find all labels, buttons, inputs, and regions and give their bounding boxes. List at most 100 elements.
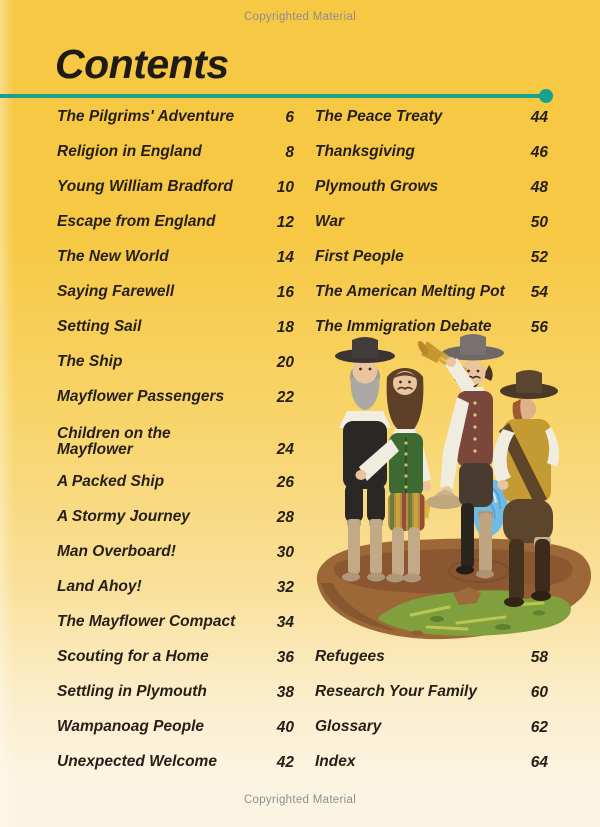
toc-entry: Children on the Mayflower 24	[57, 415, 294, 465]
toc-entry: The Peace Treaty 44	[315, 100, 548, 135]
toc-entry-title: Children on the Mayflower	[57, 424, 171, 459]
toc-entry-title: Man Overboard!	[57, 543, 176, 561]
toc-entry-title: Unexpected Welcome	[57, 753, 217, 771]
toc-entry: A Packed Ship 26	[57, 465, 294, 500]
toc-entry-title: Land Ahoy!	[57, 578, 142, 596]
toc-entry-page: 24	[276, 441, 294, 458]
toc-entry: The American Melting Pot 54	[315, 275, 548, 310]
toc-entry: Scouting for a Home 36	[57, 640, 294, 675]
toc-entry: Saying Farewell 16	[57, 275, 294, 310]
toc-entry-title: Mayflower Passengers	[57, 388, 225, 406]
copyright-notice-bottom: Copyrighted Material	[243, 794, 357, 806]
toc-entry: Research Your Family 60	[315, 675, 548, 710]
toc-entry: Escape from England 12	[57, 205, 294, 240]
toc-entry-title: The Ship	[57, 353, 123, 371]
toc-entry-page: 22	[276, 388, 294, 406]
toc-entry: Setting Sail 18	[57, 310, 294, 345]
toc-entry: Refugees 58	[315, 640, 548, 675]
toc-entry: The Mayflower Compact 34	[57, 605, 294, 640]
toc-entry: War 50	[315, 205, 548, 240]
toc-entry-title: The American Melting Pot	[315, 283, 505, 301]
toc-entry-page: 60	[530, 683, 548, 701]
toc-entry-title: Plymouth Grows	[315, 178, 439, 196]
illustration-container	[315, 334, 592, 640]
toc-entry-title: Religion in England	[57, 143, 202, 161]
toc-entry-page: 50	[530, 213, 548, 231]
toc-entry-page: 40	[276, 718, 294, 736]
toc-entry-page: 10	[276, 178, 294, 196]
toc-entry: Index 64	[315, 745, 548, 780]
toc-entry-page: 62	[530, 718, 548, 736]
toc-entry: Man Overboard! 30	[57, 535, 294, 570]
toc-entry: Glossary 62	[315, 710, 548, 745]
rule-end-dot	[539, 88, 553, 103]
pilgrim-green-vest	[355, 368, 431, 583]
toc-entry: First People 52	[315, 240, 548, 275]
divider-rule	[0, 88, 553, 103]
toc-entry-title: Thanksgiving	[315, 143, 415, 161]
toc-entry-page: 42	[276, 753, 294, 771]
toc-entry-title: Young William Bradford	[57, 178, 233, 196]
toc-entry-page: 64	[530, 753, 548, 771]
pilgrim-mustard-vest	[492, 370, 559, 607]
toc-entry-page: 48	[530, 178, 548, 196]
toc-entry-title: The Mayflower Compact	[57, 613, 236, 631]
toc-entry: Unexpected Welcome 42	[57, 745, 294, 780]
toc-entry: The Ship 20	[57, 345, 294, 380]
toc-entry: Young William Bradford 10	[57, 170, 294, 205]
pilgrim-black-doublet	[335, 337, 395, 582]
toc-entry-page: 56	[530, 318, 548, 336]
toc-entry-title: Refugees	[315, 648, 385, 666]
toc-entry-page: 28	[276, 508, 294, 526]
toc-entry: Wampanoag People 40	[57, 710, 294, 745]
toc-entry-page: 18	[276, 318, 294, 336]
toc-entry-page: 14	[276, 248, 294, 266]
pilgrims-illustration	[316, 334, 592, 640]
copyright-notice-top: Copyrighted Material	[243, 11, 357, 23]
toc-entry: Thanksgiving 46	[315, 135, 548, 170]
toc-entry-title: First People	[315, 248, 404, 266]
toc-entry-title: The Peace Treaty	[315, 108, 443, 126]
toc-entry: The Pilgrims' Adventure 6	[57, 100, 294, 135]
toc-entry: Land Ahoy! 32	[57, 570, 294, 605]
toc-entry-page: 30	[276, 543, 294, 561]
toc-entry-page: 52	[530, 248, 548, 266]
toc-entry-title: A Packed Ship	[57, 473, 165, 491]
toc-entry-title: The Immigration Debate	[315, 318, 492, 336]
toc-entry-title: The New World	[57, 248, 169, 266]
toc-entry-title: War	[315, 213, 345, 231]
toc-entry-title: Scouting for a Home	[57, 648, 209, 666]
toc-entry-page: 12	[276, 213, 294, 231]
toc-entry-page: 6	[285, 108, 294, 126]
toc-entry-page: 32	[276, 578, 294, 596]
toc-entry: Settling in Plymouth 38	[57, 675, 294, 710]
toc-entry-title: Index	[315, 753, 356, 771]
toc-entry-title: The Pilgrims' Adventure	[57, 108, 235, 126]
toc-entry-title: Wampanoag People	[57, 718, 204, 736]
toc-entry: Mayflower Passengers 22	[57, 380, 294, 415]
toc-entry-page: 36	[276, 648, 294, 666]
toc-entry: The Immigration Debate 56	[315, 310, 548, 345]
toc-entry-page: 34	[276, 613, 294, 631]
toc-entry-page: 8	[285, 143, 294, 161]
toc-column-left: The Pilgrims' Adventure 6 Religion in Eng…	[57, 100, 294, 780]
page-title: Contents	[55, 41, 229, 87]
toc-entry: The New World 14	[57, 240, 294, 275]
toc-entry-title: Escape from England	[57, 213, 216, 231]
toc-entry: Religion in England 8	[57, 135, 294, 170]
toc-entry: Plymouth Grows 48	[315, 170, 548, 205]
toc-entry-title: Saying Farewell	[57, 283, 175, 301]
toc-entry-title: Research Your Family	[315, 683, 477, 701]
toc-entry-title: Glossary	[315, 718, 382, 736]
toc-entry: A Stormy Journey 28	[57, 500, 294, 535]
toc-entry-page: 20	[276, 353, 294, 371]
pilgrim-trumpet	[417, 334, 508, 579]
toc-entry-page: 46	[530, 143, 548, 161]
toc-entry-page: 26	[276, 473, 294, 491]
toc-entry-title: A Stormy Journey	[57, 508, 190, 526]
toc-entry-page: 16	[276, 283, 294, 301]
toc-entry-page: 54	[530, 283, 548, 301]
toc-entry-page: 44	[530, 108, 548, 126]
toc-entry-page: 38	[276, 683, 294, 701]
